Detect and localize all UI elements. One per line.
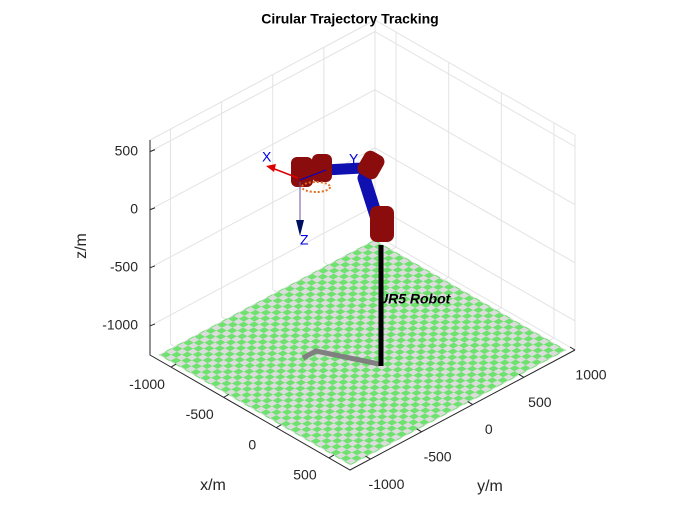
joint [370, 206, 394, 242]
z-tick-label: -500 [110, 259, 138, 275]
arrow-head [296, 220, 304, 236]
y-tick-label: -1000 [369, 476, 405, 492]
tick-mark [149, 323, 156, 327]
tick-mark [223, 393, 229, 398]
tick-mark [416, 428, 422, 433]
floor [158, 239, 567, 466]
tick-mark [365, 455, 371, 460]
joint [291, 157, 313, 187]
tick-mark [149, 149, 156, 153]
trajectory [301, 181, 331, 193]
tick-mark [518, 373, 525, 378]
axis-line [149, 140, 576, 471]
x-tick-label: -500 [186, 406, 214, 422]
tick-mark [149, 207, 156, 211]
z-tick-label: 0 [130, 200, 138, 216]
y-axis-label: y/m [477, 478, 503, 495]
base-trace [301, 348, 380, 367]
frame-label: Z [300, 232, 309, 248]
tick-mark [170, 363, 177, 368]
x-tick-label: -1000 [129, 376, 165, 392]
z-tick-label: 500 [115, 142, 139, 158]
z-tick-label: -1000 [102, 317, 138, 333]
y-tick-label: 0 [485, 421, 493, 437]
y-tick-label: -500 [424, 449, 452, 465]
tick-mark [569, 346, 576, 351]
arrow-head [266, 164, 276, 172]
grid-line [149, 31, 576, 153]
frame-y-axis [299, 169, 327, 181]
axes: -1000 -500 0 500 -1000 -500 0 500 -1000 -500 0 500 1… [102, 140, 607, 492]
joint [312, 154, 332, 182]
wall-edge [149, 19, 576, 350]
frame-x-axis [271, 167, 299, 179]
joint [357, 150, 385, 180]
tick-mark [276, 424, 282, 429]
frame-label: Y [349, 151, 359, 167]
tick-mark [149, 265, 156, 269]
y-tick-label: 500 [528, 394, 552, 410]
chart-title: Cirular Trajectory Tracking [261, 11, 438, 27]
frame-label: X [262, 149, 272, 165]
x-tick-label: 0 [248, 436, 256, 452]
y-tick-label: 1000 [575, 367, 606, 383]
x-axis-label: x/m [200, 477, 226, 494]
x-tick-label: 500 [293, 467, 317, 483]
tick-mark [467, 401, 473, 405]
checker-floor [158, 239, 567, 466]
tick-mark [328, 454, 335, 459]
z-axis-label: z/m [73, 233, 90, 259]
annotation: UR5 Robot [378, 291, 452, 307]
robot: X Y Z UR5 Robot [262, 149, 452, 367]
